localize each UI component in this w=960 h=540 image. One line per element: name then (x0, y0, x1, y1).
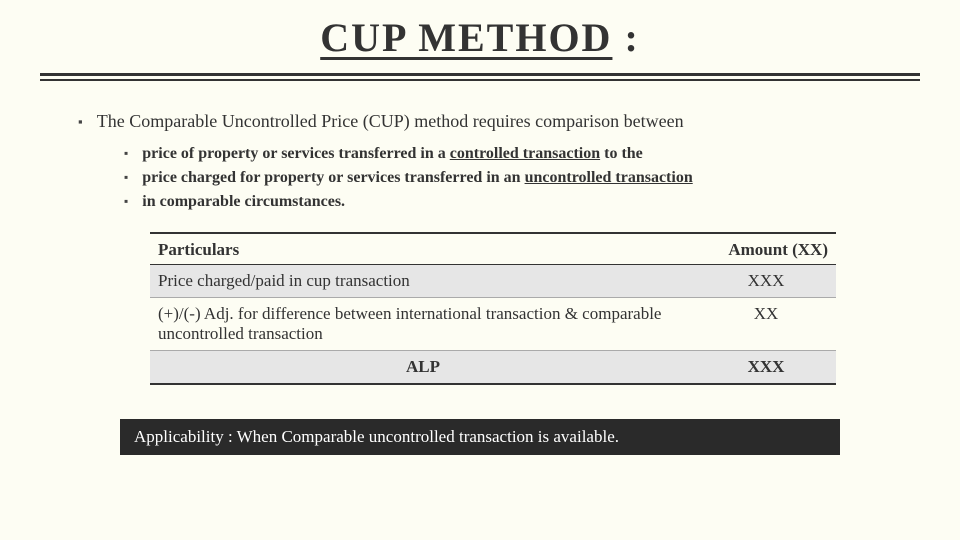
page-title: CUP METHOD : (0, 0, 960, 67)
cell-particulars: Price charged/paid in cup transaction (150, 265, 696, 298)
sub-pre: in comparable circumstances. (142, 193, 345, 210)
applicability-bar: Applicability : When Comparable uncontro… (120, 419, 840, 455)
sub-post: to the (600, 145, 643, 162)
title-rule-thick (40, 73, 920, 76)
table-wrapper: Particulars Amount (XX) Price charged/pa… (150, 232, 836, 385)
cell-amount: XXX (696, 265, 836, 298)
sub-pre: price of property or services transferre… (142, 145, 449, 162)
sub-bullet: in comparable circumstances. (124, 190, 900, 214)
sub-bold: uncontrolled transaction (525, 169, 693, 186)
table-row-total: ALP XXX (150, 351, 836, 385)
outer-list: The Comparable Uncontrolled Price (CUP) … (60, 109, 900, 214)
cell-particulars: (+)/(-) Adj. for difference between inte… (150, 298, 696, 351)
content-area: The Comparable Uncontrolled Price (CUP) … (0, 81, 960, 455)
col-amount: Amount (XX) (696, 233, 836, 265)
title-suffix: : (612, 15, 639, 60)
table-row: Price charged/paid in cup transaction XX… (150, 265, 836, 298)
inner-list: price of property or services transferre… (78, 142, 900, 214)
table-header-row: Particulars Amount (XX) (150, 233, 836, 265)
cell-alp-label: ALP (150, 351, 696, 385)
cell-amount: XX (696, 298, 836, 351)
title-main: CUP METHOD (320, 15, 612, 60)
lead-text: The Comparable Uncontrolled Price (CUP) … (97, 111, 684, 131)
sub-bullet: price of property or services transferre… (124, 142, 900, 166)
col-particulars: Particulars (150, 233, 696, 265)
sub-bold: controlled transaction (450, 145, 600, 162)
lead-bullet: The Comparable Uncontrolled Price (CUP) … (78, 109, 900, 214)
cup-table: Particulars Amount (XX) Price charged/pa… (150, 232, 836, 385)
sub-bullet: price charged for property or services t… (124, 166, 900, 190)
cell-alp-amount: XXX (696, 351, 836, 385)
sub-pre: price charged for property or services t… (142, 169, 524, 186)
table-row: (+)/(-) Adj. for difference between inte… (150, 298, 836, 351)
